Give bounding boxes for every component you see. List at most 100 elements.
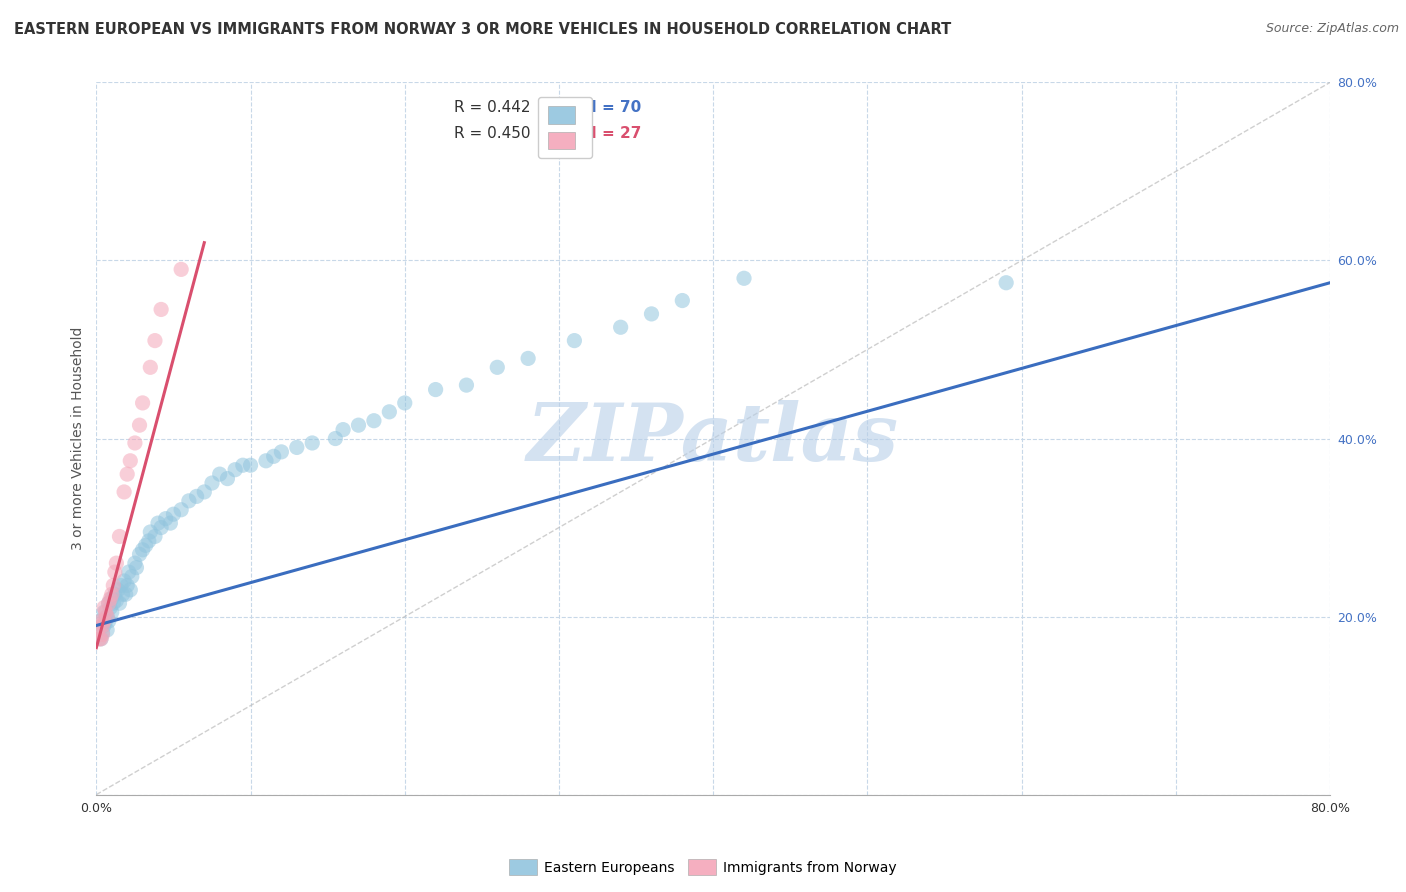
Point xyxy=(143,529,166,543)
Point xyxy=(186,489,208,503)
Point xyxy=(217,472,239,486)
Text: N = 70: N = 70 xyxy=(583,100,641,115)
Point xyxy=(100,605,122,619)
Point xyxy=(131,396,153,410)
Point xyxy=(139,360,162,375)
Point xyxy=(150,520,173,534)
Point xyxy=(96,623,118,637)
Point xyxy=(105,556,128,570)
Legend: , : , xyxy=(538,97,592,159)
Point xyxy=(640,307,662,321)
Point xyxy=(263,450,285,464)
Point xyxy=(270,445,292,459)
Point xyxy=(96,609,118,624)
Point xyxy=(112,485,135,500)
Point xyxy=(89,614,111,628)
Text: R = 0.450: R = 0.450 xyxy=(454,126,530,141)
Point xyxy=(254,454,277,468)
Point xyxy=(108,596,131,610)
Point xyxy=(193,485,215,500)
Point xyxy=(125,560,148,574)
Point xyxy=(97,596,120,610)
Point xyxy=(94,605,117,619)
Point xyxy=(159,516,181,530)
Point xyxy=(155,511,177,525)
Point xyxy=(135,538,157,552)
Point xyxy=(100,587,122,601)
Y-axis label: 3 or more Vehicles in Household: 3 or more Vehicles in Household xyxy=(72,326,86,550)
Point xyxy=(301,436,323,450)
Point xyxy=(115,467,138,482)
Point xyxy=(224,463,246,477)
Point xyxy=(107,582,129,597)
Point xyxy=(128,418,150,433)
Point xyxy=(90,632,112,646)
Point xyxy=(105,593,128,607)
Text: R = 0.442: R = 0.442 xyxy=(454,100,530,115)
Point xyxy=(90,614,112,628)
Point xyxy=(97,614,120,628)
Point xyxy=(609,320,631,334)
Point xyxy=(139,524,162,539)
Text: N = 27: N = 27 xyxy=(583,126,641,141)
Point xyxy=(733,271,755,285)
Point xyxy=(93,614,115,628)
Point xyxy=(98,591,121,606)
Point xyxy=(90,632,112,646)
Point xyxy=(91,625,114,640)
Point xyxy=(456,378,478,392)
Point xyxy=(98,600,121,615)
Point xyxy=(363,414,385,428)
Point xyxy=(128,547,150,561)
Point xyxy=(111,587,134,601)
Point xyxy=(89,632,111,646)
Point xyxy=(170,262,193,277)
Point xyxy=(104,587,127,601)
Point xyxy=(93,618,115,632)
Point xyxy=(131,542,153,557)
Legend: Eastern Europeans, Immigrants from Norway: Eastern Europeans, Immigrants from Norwa… xyxy=(503,854,903,880)
Point xyxy=(208,467,231,482)
Point xyxy=(177,493,200,508)
Point xyxy=(97,596,120,610)
Point xyxy=(112,574,135,588)
Point xyxy=(96,609,118,624)
Point xyxy=(394,396,416,410)
Point xyxy=(239,458,262,473)
Point xyxy=(124,556,146,570)
Point xyxy=(103,596,125,610)
Point xyxy=(87,623,110,637)
Point xyxy=(93,605,115,619)
Point xyxy=(115,578,138,592)
Point xyxy=(91,618,114,632)
Point xyxy=(114,587,136,601)
Point xyxy=(285,441,308,455)
Point xyxy=(94,614,117,628)
Point xyxy=(103,578,125,592)
Point xyxy=(138,533,160,548)
Point xyxy=(486,360,509,375)
Point xyxy=(100,591,122,606)
Point xyxy=(121,569,143,583)
Point xyxy=(564,334,586,348)
Point xyxy=(104,565,127,579)
Point xyxy=(162,507,184,521)
Text: Source: ZipAtlas.com: Source: ZipAtlas.com xyxy=(1265,22,1399,36)
Point xyxy=(325,432,347,446)
Point xyxy=(150,302,173,317)
Point xyxy=(995,276,1018,290)
Text: EASTERN EUROPEAN VS IMMIGRANTS FROM NORWAY 3 OR MORE VEHICLES IN HOUSEHOLD CORRE: EASTERN EUROPEAN VS IMMIGRANTS FROM NORW… xyxy=(14,22,952,37)
Point xyxy=(118,565,141,579)
Point xyxy=(120,454,142,468)
Point xyxy=(671,293,693,308)
Point xyxy=(347,418,370,433)
Point xyxy=(110,578,132,592)
Point xyxy=(332,423,354,437)
Point xyxy=(201,476,224,491)
Point xyxy=(120,582,142,597)
Point xyxy=(232,458,254,473)
Point xyxy=(93,600,115,615)
Point xyxy=(108,529,131,543)
Point xyxy=(91,627,114,641)
Text: ZIPatlas: ZIPatlas xyxy=(527,400,900,477)
